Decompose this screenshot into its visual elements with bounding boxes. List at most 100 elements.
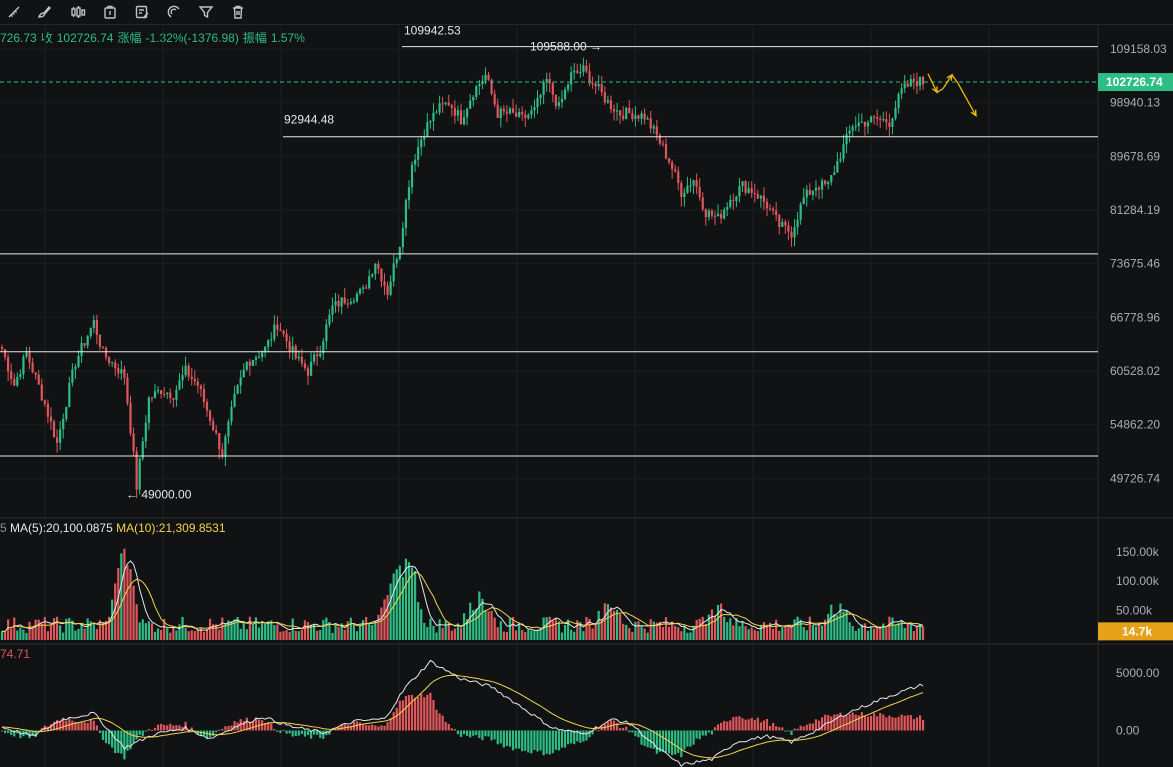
candle-body <box>181 375 184 381</box>
candle-body <box>123 369 126 378</box>
candle-body <box>129 403 132 434</box>
volume-bar <box>83 628 86 640</box>
macd-histogram-bar <box>707 730 710 733</box>
candle-body <box>432 112 435 122</box>
candle-body <box>193 378 196 382</box>
candle-body <box>111 362 114 364</box>
macd-histogram-bar <box>885 717 888 731</box>
macd-histogram-bar <box>514 730 518 749</box>
volume-bar <box>187 631 190 640</box>
volume-bar <box>239 628 242 640</box>
candle-body <box>426 122 429 137</box>
macd-histogram-bar <box>508 730 512 747</box>
brush-icon[interactable] <box>34 2 54 22</box>
macd-histogram-bar <box>573 730 576 745</box>
macd-histogram-bar <box>710 730 714 735</box>
volume-bar <box>297 631 300 640</box>
candle-body <box>799 204 802 220</box>
macd-histogram-bar <box>368 725 371 731</box>
candle-body <box>521 112 524 115</box>
candle-body <box>909 78 912 87</box>
volume-bar <box>441 627 444 640</box>
macd-histogram-bar <box>814 719 818 731</box>
macd-histogram-bar <box>854 714 857 731</box>
macd-histogram-bar <box>637 730 640 738</box>
filter-icon[interactable] <box>196 2 216 22</box>
volume-bar <box>68 617 71 640</box>
volume-bar <box>747 629 750 640</box>
macd-histogram-bar <box>417 697 420 731</box>
candle-body <box>150 397 154 399</box>
volume-bar <box>686 632 689 640</box>
volume-bar <box>144 623 147 640</box>
macd-histogram-bar <box>619 728 622 731</box>
ruler-icon[interactable] <box>4 2 24 22</box>
magnet-icon[interactable] <box>164 2 184 22</box>
note-icon[interactable] <box>132 2 152 22</box>
macd-histogram-bar <box>420 693 423 731</box>
candle-body <box>784 221 787 226</box>
candle-body <box>138 458 141 490</box>
candle-body <box>619 110 622 116</box>
macd-histogram-bar <box>86 722 89 731</box>
candle-body <box>153 391 157 398</box>
candle-body <box>551 83 554 95</box>
volume-bar <box>658 621 661 640</box>
candle-body <box>674 169 677 172</box>
macd-histogram-bar <box>205 730 209 739</box>
candle-body <box>429 121 432 123</box>
volume-bar <box>493 617 496 640</box>
candle-body <box>912 78 915 82</box>
volume-bar <box>389 583 392 640</box>
candle-body <box>371 274 374 277</box>
macd-histogram-bar <box>404 695 408 731</box>
candle-body <box>19 374 22 377</box>
macd-histogram-bar <box>410 694 414 731</box>
macd-histogram-bar <box>322 730 325 739</box>
price-chart[interactable]: 109942.53 109588.00 → 92944.48 ← 49000.00 10… <box>0 25 1173 767</box>
candle-body <box>527 114 530 118</box>
candle-body <box>808 189 811 195</box>
candles-icon[interactable] <box>68 2 88 22</box>
macd-histogram-bar <box>695 730 698 739</box>
macd-histogram-bar <box>759 722 762 731</box>
candle-body <box>885 119 888 123</box>
candle-body <box>441 103 444 105</box>
volume-bar <box>775 619 778 640</box>
candle-body <box>814 187 818 191</box>
candle-body <box>218 432 221 450</box>
volume-bar <box>606 603 609 640</box>
macd-histogram-bar <box>667 730 671 754</box>
macd-histogram-bar <box>686 730 689 747</box>
macd-histogram-bar <box>111 730 114 748</box>
macd-histogram-bar <box>242 721 245 731</box>
volume-bar <box>707 614 710 640</box>
macd-histogram-bar <box>71 720 74 731</box>
macd-histogram-bar <box>254 717 258 731</box>
macd-histogram-bar <box>114 730 117 754</box>
candle-body <box>827 182 830 185</box>
volume-bar <box>340 623 343 640</box>
volume-bar <box>487 611 490 640</box>
macd-histogram-bar <box>343 723 346 731</box>
candle-body <box>355 293 359 302</box>
clipboard-icon[interactable] <box>100 2 120 22</box>
candle-body <box>667 158 671 163</box>
macd-histogram-bar <box>799 725 802 731</box>
trash-icon[interactable] <box>228 2 248 22</box>
macd-histogram-bar <box>40 728 43 731</box>
macd-histogram-bar <box>282 729 285 731</box>
candle-body <box>557 102 561 106</box>
candle-body <box>848 130 851 134</box>
volume-bar <box>762 622 766 640</box>
candle-body <box>444 102 447 104</box>
change-label: 涨幅 <box>117 31 142 45</box>
macd-histogram-bar <box>153 727 157 731</box>
price-axis-label: 89678.69 <box>1110 149 1160 163</box>
macd-histogram-bar <box>689 730 692 747</box>
candle-body <box>59 429 62 443</box>
volume-bar <box>153 631 157 640</box>
macd-histogram-bar <box>909 715 912 731</box>
macd-histogram-bar <box>227 725 230 731</box>
current-price-tag <box>1098 73 1173 92</box>
